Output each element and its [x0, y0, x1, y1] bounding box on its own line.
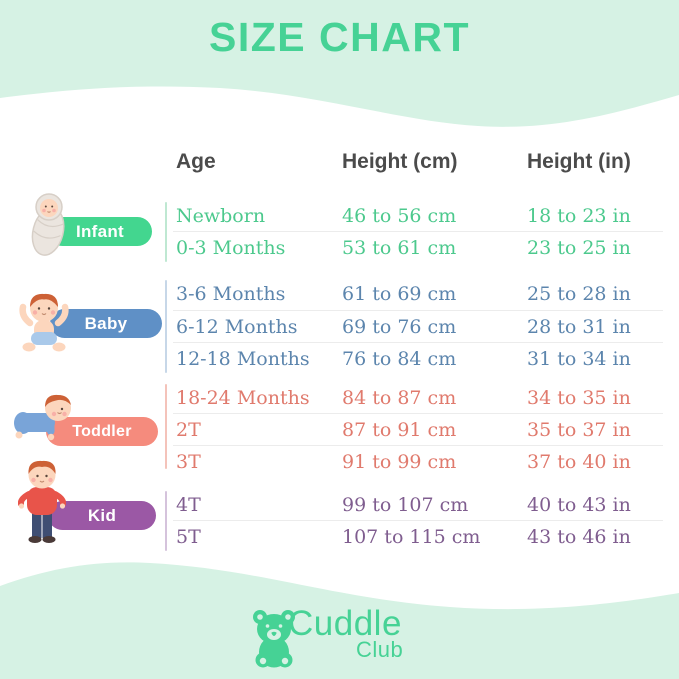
top-wave-decoration	[0, 0, 679, 127]
height-in-cell: 28 to 31 in	[527, 316, 631, 338]
height-cm-cell: 69 to 76 cm	[342, 316, 457, 338]
height-in-cell: 34 to 35 in	[527, 387, 631, 409]
baby-badge: Baby	[50, 309, 162, 338]
height-cm-cell: 99 to 107 cm	[342, 494, 469, 516]
swaddled-infant-illustration	[26, 190, 76, 263]
table-row: 0-3 Months 53 to 61 cm 23 to 25 in	[0, 235, 679, 261]
table-row: Newborn 46 to 56 cm 18 to 23 in	[0, 203, 679, 229]
brand-subtitle: Club	[356, 637, 404, 662]
infant-group-separator-line	[165, 202, 167, 262]
crawling-toddler-illustration	[12, 390, 74, 450]
age-cell: 6-12 Months	[176, 316, 298, 338]
kid-badge: Kid	[48, 501, 156, 530]
height-cm-cell: 107 to 115 cm	[342, 526, 481, 548]
age-cell: 0-3 Months	[176, 237, 286, 259]
row-divider	[173, 310, 663, 311]
age-cell: 18-24 Months	[176, 387, 310, 409]
row-divider	[173, 231, 663, 232]
column-header-age: Age	[176, 150, 216, 173]
height-in-cell: 23 to 25 in	[527, 237, 631, 259]
row-divider	[173, 520, 663, 521]
page-title: SIZE CHART	[209, 14, 470, 60]
table-row: 18-24 Months 84 to 87 cm 34 to 35 in	[0, 385, 679, 411]
age-cell: Newborn	[176, 205, 266, 227]
height-cm-cell: 61 to 69 cm	[342, 283, 457, 305]
row-divider	[173, 342, 663, 343]
toddler-badge-label: Toddler	[72, 422, 132, 440]
height-cm-cell: 76 to 84 cm	[342, 348, 457, 370]
height-cm-cell: 53 to 61 cm	[342, 237, 457, 259]
column-header-height-in: Height (in)	[527, 150, 631, 173]
table-row: 4T 99 to 107 cm 40 to 43 in	[0, 492, 679, 518]
table-row: 2T 87 to 91 cm 35 to 37 in	[0, 417, 679, 443]
row-divider	[173, 445, 663, 446]
age-cell: 4T	[176, 494, 201, 516]
height-cm-cell: 84 to 87 cm	[342, 387, 457, 409]
column-header-height-cm: Height (cm)	[342, 150, 458, 173]
toddler-badge: Toddler	[46, 417, 158, 446]
table-row: 12-18 Months 76 to 84 cm 31 to 34 in	[0, 346, 679, 372]
height-in-cell: 37 to 40 in	[527, 451, 631, 473]
height-cm-cell: 87 to 91 cm	[342, 419, 457, 441]
age-cell: 2T	[176, 419, 201, 441]
height-cm-cell: 46 to 56 cm	[342, 205, 457, 227]
table-row: 3-6 Months 61 to 69 cm 25 to 28 in	[0, 281, 679, 307]
baby-group-separator-line	[165, 280, 167, 373]
height-in-cell: 18 to 23 in	[527, 205, 631, 227]
toddler-group-separator-line	[165, 384, 167, 469]
kid-badge-label: Kid	[87, 505, 117, 525]
age-cell: 12-18 Months	[176, 348, 310, 370]
row-divider	[173, 413, 663, 414]
height-in-cell: 40 to 43 in	[527, 494, 631, 516]
table-row: 3T 91 to 99 cm 37 to 40 in	[0, 449, 679, 475]
bottom-wave-decoration	[0, 562, 679, 679]
table-row: 5T 107 to 115 cm 43 to 46 in	[0, 524, 679, 550]
sitting-baby-illustration	[18, 288, 70, 363]
infant-badge-label: Infant	[75, 221, 125, 241]
height-in-cell: 25 to 28 in	[527, 283, 631, 305]
brand-name: Cuddle	[288, 604, 402, 643]
height-in-cell: 43 to 46 in	[527, 526, 631, 548]
infant-badge: Infant	[48, 217, 152, 246]
age-cell: 3-6 Months	[176, 283, 286, 305]
teddy-bear-icon	[246, 607, 302, 674]
age-cell: 3T	[176, 451, 201, 473]
height-in-cell: 31 to 34 in	[527, 348, 631, 370]
height-cm-cell: 91 to 99 cm	[342, 451, 457, 473]
table-row: 6-12 Months 69 to 76 cm 28 to 31 in	[0, 314, 679, 340]
kid-group-separator-line	[165, 491, 167, 551]
height-in-cell: 35 to 37 in	[527, 419, 631, 441]
age-cell: 5T	[176, 526, 201, 548]
standing-kid-illustration	[17, 458, 67, 551]
baby-badge-label: Baby	[84, 313, 128, 333]
